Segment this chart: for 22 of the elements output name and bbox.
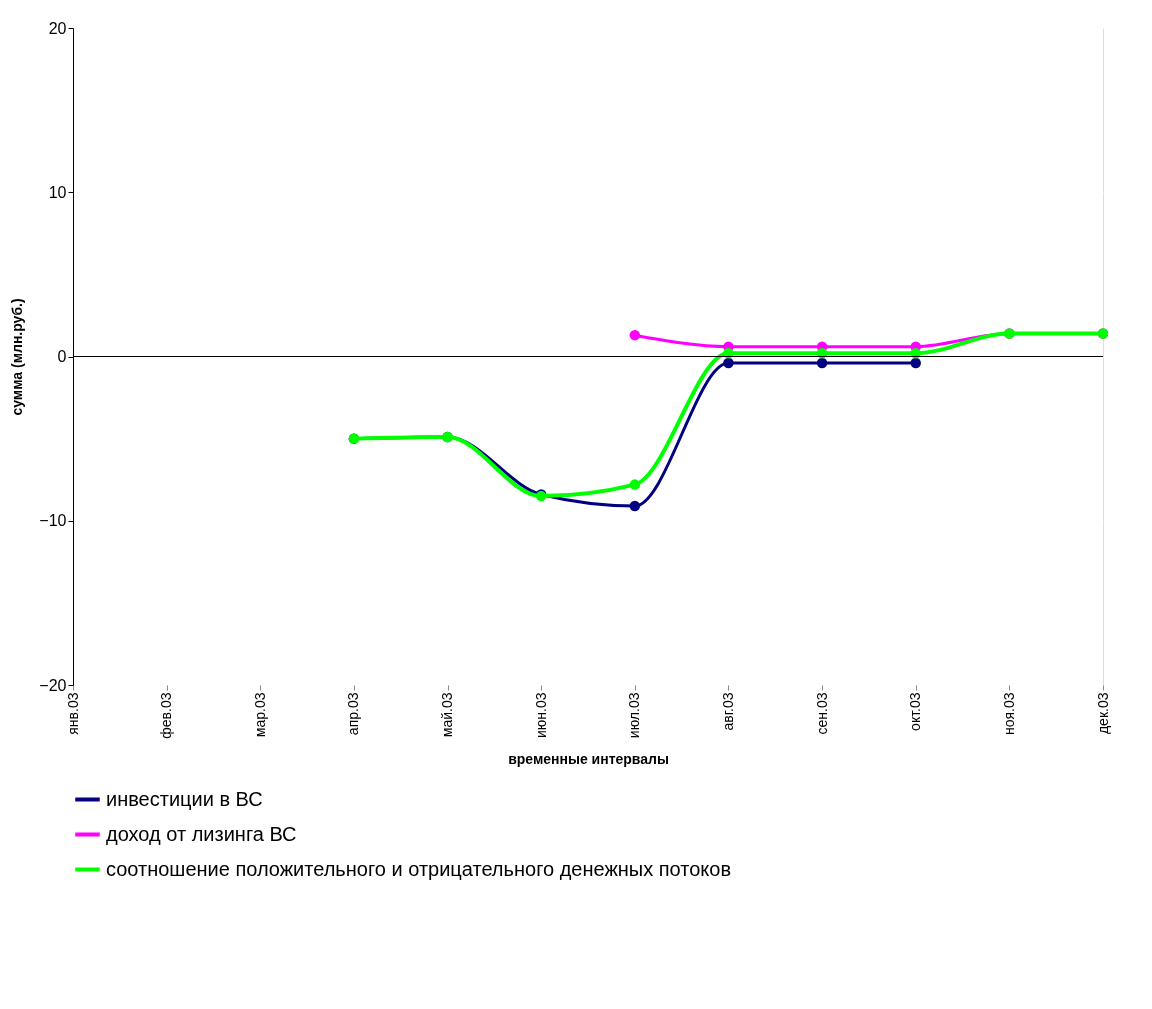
y-tick-label: −20 [39, 676, 67, 694]
x-axis-title: временные интервалы [508, 750, 669, 767]
y-tick-label: −10 [39, 512, 67, 530]
y-axis-title: сумма (млн.руб.) [9, 298, 26, 416]
x-tick-label: фев.03 [158, 692, 175, 739]
x-tick-label: апр.03 [345, 692, 362, 736]
x-tick-label: май.03 [439, 692, 456, 738]
x-tick-label: дек.03 [1094, 692, 1111, 735]
legend-label: инвестиции в ВС [106, 787, 263, 810]
y-tick-label: 10 [48, 183, 67, 201]
x-tick-label: авг.03 [719, 692, 736, 731]
x-tick-label: июн.03 [532, 692, 549, 739]
y-tick-label: 20 [48, 19, 67, 37]
x-tick-label: янв.03 [64, 692, 81, 735]
legend-label: доход от лизинга ВС [106, 822, 297, 845]
x-tick-label: сен.03 [813, 692, 830, 735]
legend-label: соотношение положительного и отрицательного денежных потоков [106, 857, 732, 880]
x-tick-label: ноя.03 [1000, 692, 1017, 736]
x-tick-label: окт.03 [907, 692, 924, 731]
y-tick-label: 0 [57, 348, 67, 365]
x-tick-label: июл.03 [626, 692, 643, 739]
x-tick-label: мар.03 [251, 692, 268, 738]
